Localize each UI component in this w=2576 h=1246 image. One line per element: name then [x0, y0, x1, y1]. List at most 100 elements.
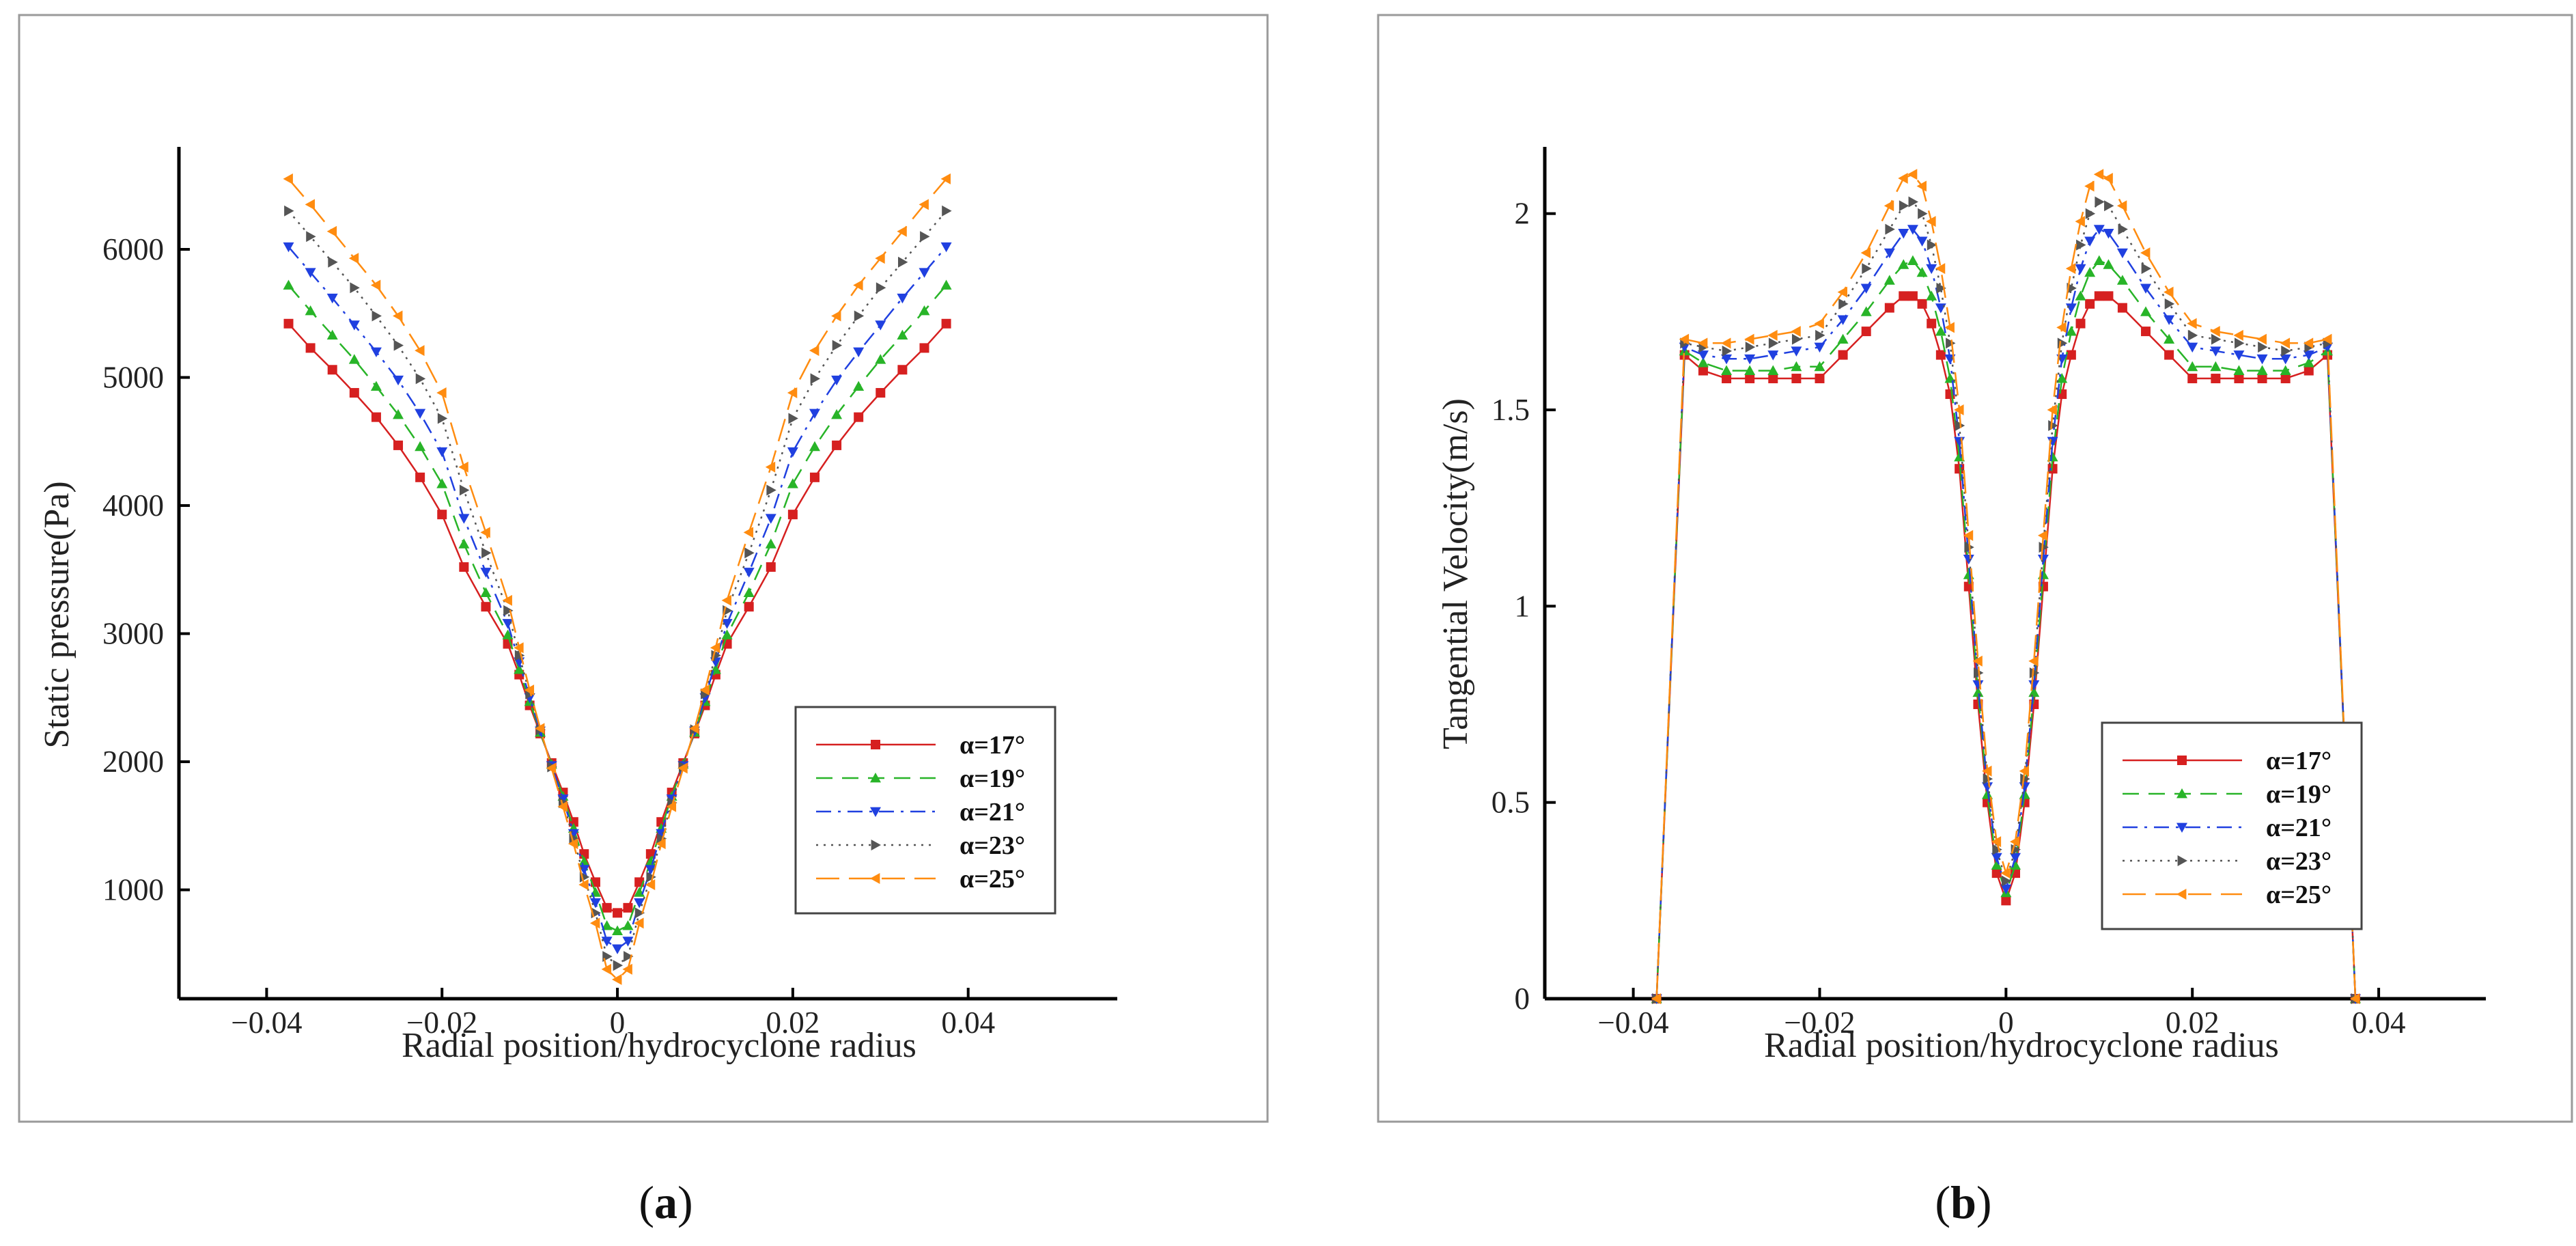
data-point-b-5: [2047, 404, 2057, 416]
data-point-b-2: [2187, 361, 2198, 372]
data-point-b-4: [2104, 200, 2114, 212]
data-point-a-2: [765, 538, 776, 549]
data-point-b-2: [2075, 290, 2086, 301]
data-point-a-4: [810, 373, 820, 385]
data-point-b-1: [1768, 374, 1778, 384]
caption-a: (a): [639, 1176, 692, 1228]
data-point-a-5: [305, 199, 316, 210]
data-point-a-3: [897, 293, 908, 304]
y-tick-label-b: 1.5: [1492, 393, 1530, 427]
data-point-a-5: [546, 762, 557, 774]
data-point-a-3: [326, 293, 338, 304]
data-point-a-2: [853, 380, 865, 391]
data-point-a-1: [283, 318, 294, 329]
data-point-b-2: [2256, 365, 2268, 375]
data-point-b-1: [2141, 327, 2151, 337]
data-point-b-3: [1791, 346, 1802, 357]
data-point-a-5: [436, 387, 447, 399]
data-point-a-2: [514, 664, 525, 674]
data-point-a-2: [326, 329, 338, 340]
data-point-a-3: [919, 268, 930, 278]
x-tick-label-b: 0.02: [2166, 1006, 2220, 1040]
data-point-b-2: [2210, 361, 2222, 372]
legend-marker-b: [2177, 855, 2187, 866]
data-point-a-5: [634, 917, 644, 929]
data-point-b-2: [2093, 255, 2105, 266]
data-point-a-3: [436, 447, 448, 458]
data-point-a-4: [372, 310, 382, 322]
data-point-b-1: [1991, 868, 2002, 878]
data-point-b-2: [1837, 333, 1849, 344]
data-point-b-1: [1861, 327, 1871, 337]
data-point-a-5: [568, 838, 578, 850]
legend-label-b: α=17°: [2266, 747, 2332, 775]
data-point-b-2: [2065, 326, 2077, 336]
data-point-b-3: [2140, 283, 2152, 294]
data-point-a-2: [436, 478, 448, 488]
data-point-a-5: [370, 279, 381, 291]
data-point-a-5: [787, 387, 798, 399]
data-point-b-4: [1791, 333, 1802, 345]
data-point-a-5: [875, 253, 885, 264]
data-point-a-5: [689, 723, 699, 734]
data-point-a-3: [415, 409, 426, 419]
data-point-b-5: [2075, 216, 2085, 227]
data-point-b-5: [2000, 868, 2011, 879]
data-point-a-4: [459, 484, 470, 496]
data-point-a-5: [853, 279, 863, 291]
data-point-a-3: [721, 619, 733, 629]
data-point-a-2: [831, 409, 843, 419]
data-point-b-3: [2103, 229, 2114, 239]
data-point-b-5: [2322, 333, 2332, 345]
data-point-a-5: [393, 310, 403, 322]
legend-label-a: α=21°: [960, 798, 1025, 827]
x-axis-label-a: Radial position/hydrocyclone radius: [402, 1026, 916, 1065]
legend-marker-a: [871, 740, 880, 749]
data-point-b-2: [2164, 333, 2175, 344]
data-point-a-3: [305, 268, 316, 278]
data-point-b-1: [2164, 350, 2174, 360]
data-point-a-5: [940, 173, 951, 184]
data-point-b-5: [2028, 655, 2039, 667]
data-point-b-2: [1791, 361, 1802, 372]
data-point-b-2: [2019, 789, 2030, 799]
data-point-a-2: [787, 478, 798, 488]
data-point-a-5: [897, 225, 907, 237]
data-point-b-4: [2281, 345, 2291, 357]
data-point-b-5: [2037, 529, 2048, 541]
data-point-b-1: [2094, 291, 2104, 301]
data-point-b-2: [2084, 266, 2096, 277]
data-point-b-1: [2257, 374, 2267, 384]
legend-marker-b: [2176, 822, 2187, 833]
data-point-b-2: [1744, 365, 1756, 375]
data-point-b-1: [1899, 291, 1909, 301]
data-point-a-1: [876, 388, 886, 398]
data-point-b-5: [2019, 765, 2030, 777]
data-point-a-3: [622, 937, 634, 947]
data-point-b-5: [2093, 169, 2104, 180]
series-group-a-5: [283, 173, 951, 985]
data-point-a-3: [370, 347, 382, 358]
data-point-a-1: [613, 908, 623, 918]
data-point-a-4: [306, 231, 316, 243]
data-point-a-5: [535, 723, 545, 734]
data-point-a-2: [645, 856, 656, 866]
data-point-a-2: [721, 629, 733, 639]
data-point-b-4: [2118, 223, 2128, 235]
data-point-b-4: [2141, 263, 2152, 275]
data-point-b-5: [1963, 529, 1974, 541]
data-point-b-5: [2056, 322, 2067, 333]
data-point-a-1: [459, 562, 469, 572]
data-point-a-3: [601, 937, 613, 947]
data-point-b-1: [2304, 365, 2314, 376]
data-point-a-5: [458, 461, 468, 473]
data-point-b-4: [2187, 329, 2198, 341]
data-point-b-1: [2001, 896, 2011, 906]
y-tick-label-b: 0.5: [1492, 786, 1530, 820]
data-point-b-5: [1935, 263, 1946, 275]
legend-label-a: α=19°: [960, 764, 1025, 793]
data-point-a-3: [589, 898, 601, 909]
data-point-a-5: [326, 225, 337, 237]
data-point-b-1: [2047, 464, 2058, 474]
